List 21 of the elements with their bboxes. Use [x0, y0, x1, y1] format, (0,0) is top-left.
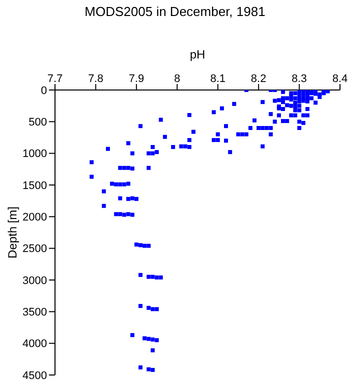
- x-tick-label: 7.8: [88, 73, 104, 85]
- y-tick-label: 2500: [22, 243, 47, 256]
- x-tick-label: 8.3: [292, 73, 307, 85]
- x-tick-label: 8: [174, 73, 180, 85]
- y-tick-label: 3000: [22, 274, 47, 287]
- y-tick-label: 500: [28, 116, 47, 129]
- x-tick-label: 8.1: [210, 73, 226, 85]
- chart-title: MODS2005 in December, 1981: [84, 4, 266, 19]
- x-axis-title: pH: [190, 48, 206, 62]
- y-tick-label: 0: [40, 84, 47, 97]
- x-tick-label: 7.9: [128, 73, 144, 85]
- y-axis-title: Depth [m]: [5, 206, 20, 259]
- y-tick-label: 4000: [22, 338, 47, 350]
- y-tick-label: 2000: [22, 212, 47, 224]
- x-tick-label: 8.2: [250, 73, 266, 85]
- y-tick-label: 3500: [22, 306, 47, 319]
- x-tick-label: 8.4: [332, 73, 348, 85]
- y-tick-label: 1500: [22, 180, 47, 192]
- y-tick-label: 1000: [22, 148, 47, 160]
- x-tick-label: 7.7: [47, 73, 63, 85]
- y-tick-label: 4500: [22, 370, 47, 382]
